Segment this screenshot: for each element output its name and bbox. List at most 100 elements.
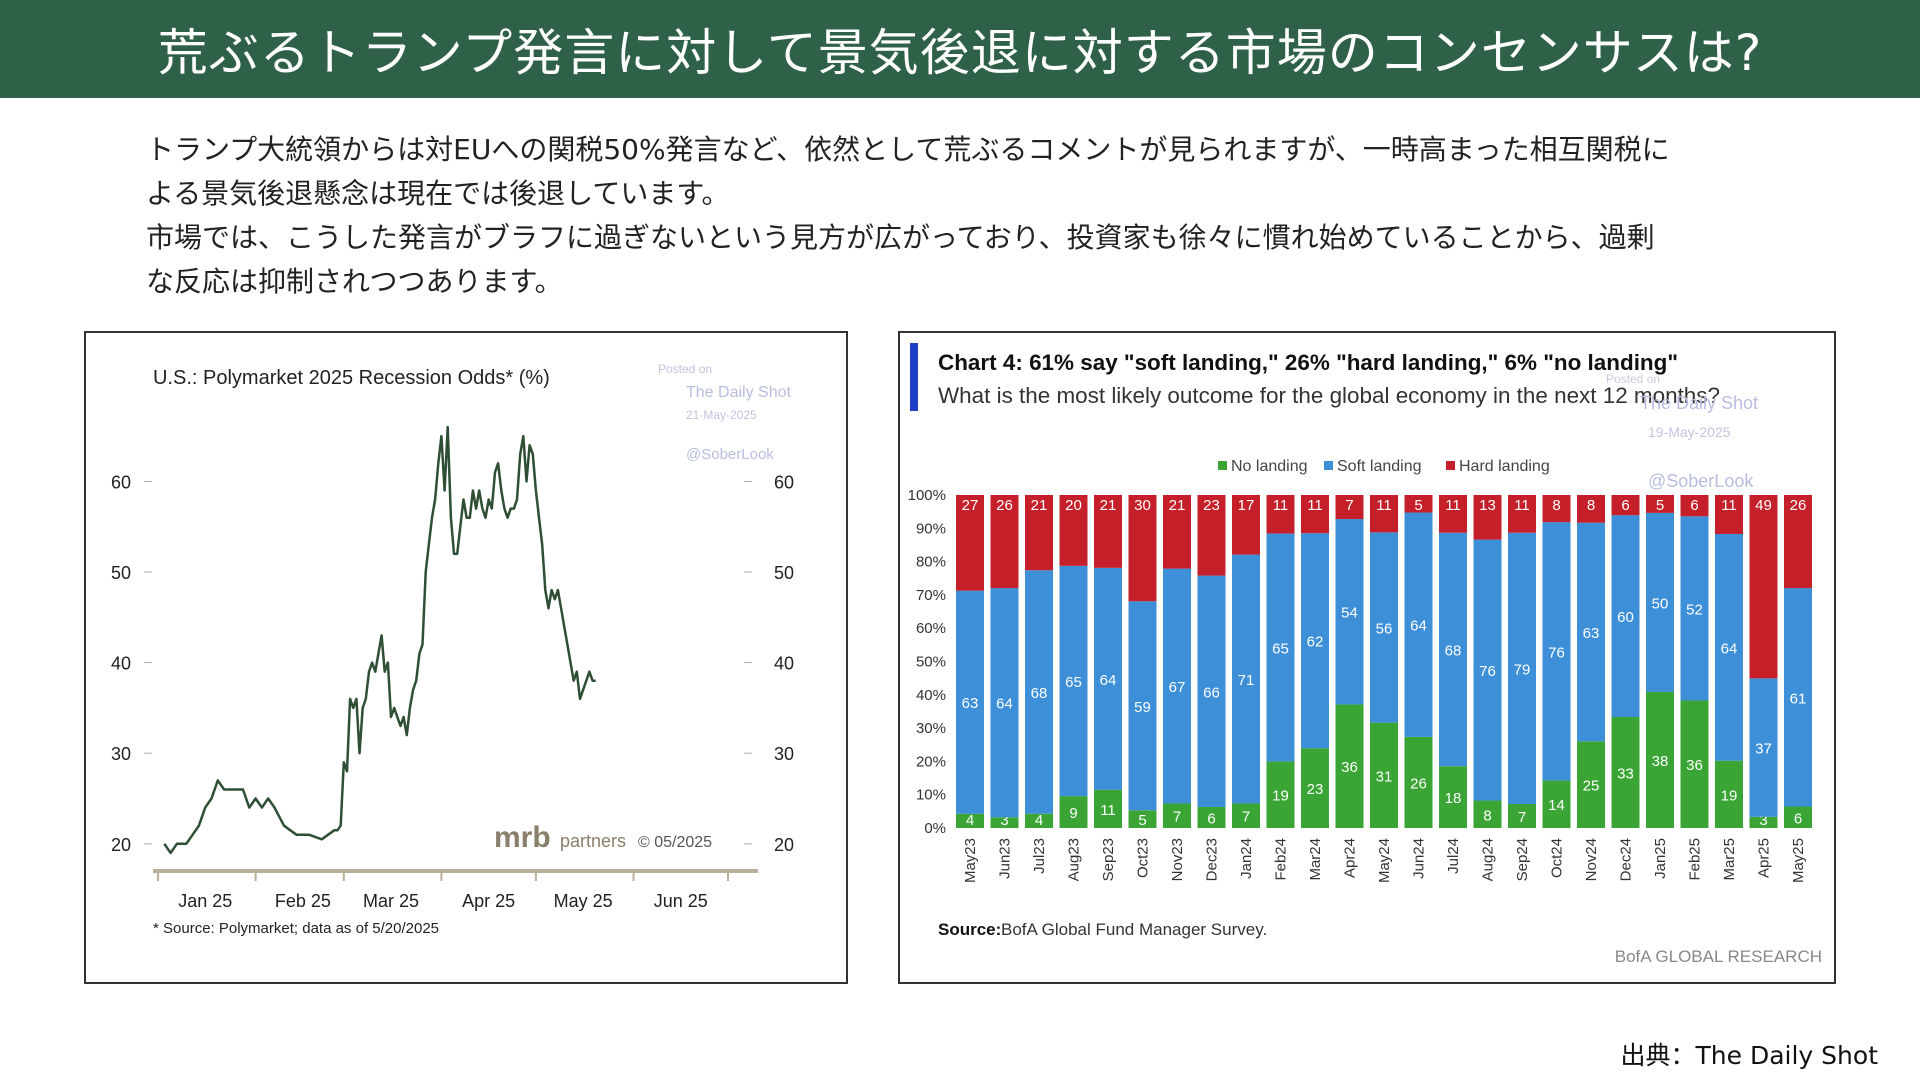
bar-segment (1059, 796, 1088, 828)
landing-chart-legend: No landing Soft landing Hard landing (1218, 458, 1550, 475)
bar-segment (1715, 760, 1743, 828)
bar-value-label: 64 (1100, 672, 1117, 689)
bar-value-label: 21 (1169, 497, 1186, 514)
bar-segment (1128, 601, 1157, 811)
bar-segment (1784, 495, 1812, 589)
bar-value-label: 14 (1548, 797, 1565, 814)
bar-value-label: 9 (1069, 805, 1077, 822)
logo-partners: partners (560, 831, 626, 851)
bar-segment (1439, 532, 1467, 767)
bar-segment (956, 813, 984, 828)
x-tick-label: Jun 25 (654, 891, 708, 911)
bar-value-label: 49 (1755, 497, 1772, 514)
bar-segment (1577, 741, 1605, 828)
bar-segment (1508, 532, 1536, 804)
bar-segment (1232, 554, 1260, 804)
legend-label: Hard landing (1459, 458, 1550, 475)
bar-value-label: 68 (1445, 642, 1462, 659)
watermark-handle: @SoberLook (686, 446, 774, 463)
bar-value-label: 5 (1414, 497, 1422, 514)
bar-segment (1059, 495, 1088, 566)
bar-segment (1335, 495, 1364, 520)
x-tick-label: Jan 25 (178, 891, 232, 911)
bar-value-label: 26 (996, 497, 1013, 514)
x-tick-label: Mar24 (1307, 838, 1324, 881)
bar-value-label: 71 (1238, 672, 1255, 689)
bar-value-label: 64 (1721, 640, 1738, 657)
watermark-date: 21-May-2025 (686, 408, 757, 422)
y-tick-label-left: 20 (111, 835, 131, 855)
bar-segment (1646, 691, 1674, 828)
bar-segment (1059, 565, 1088, 797)
x-tick-label: Sep24 (1514, 838, 1531, 881)
x-tick-label: Dec23 (1204, 838, 1221, 881)
bar-value-label: 5 (1138, 812, 1146, 829)
bar-segment (1611, 495, 1640, 516)
bar-value-label: 5 (1656, 497, 1664, 514)
bar-segment (1163, 495, 1191, 569)
bar-value-label: 13 (1479, 497, 1496, 514)
logo-mrb: mrb (494, 821, 551, 854)
title-accent-bar (910, 343, 918, 411)
x-tick-label: Jul23 (1031, 838, 1048, 874)
y-tick-label: 0% (924, 820, 946, 837)
recession-odds-line (163, 425, 596, 855)
bar-segment (956, 495, 984, 591)
bar-segment (1025, 570, 1053, 814)
bar-value-label: 26 (1790, 497, 1807, 514)
bar-value-label: 31 (1376, 768, 1393, 785)
bar-segment (1646, 495, 1674, 513)
bar-value-label: 4 (966, 812, 974, 829)
bar-value-label: 6 (1794, 810, 1802, 827)
bar-value-label: 7 (1242, 809, 1250, 826)
x-tick-label: Apr24 (1342, 838, 1359, 878)
bar-value-label: 23 (1307, 781, 1324, 798)
bar-value-label: 6 (1621, 497, 1629, 514)
y-tick-label-left: 30 (111, 744, 131, 764)
x-tick-label: Feb25 (1687, 838, 1704, 881)
x-tick-label: May25 (1790, 838, 1807, 883)
bar-segment (1473, 495, 1502, 540)
x-tick-label: Feb24 (1273, 838, 1290, 881)
bar-value-label: 68 (1031, 685, 1048, 702)
bar-value-label: 21 (1031, 497, 1048, 514)
bar-value-label: 3 (1759, 812, 1767, 829)
x-tick-label: Oct24 (1549, 838, 1566, 878)
source-label: Source: (938, 920, 1001, 939)
bar-value-label: 33 (1617, 766, 1634, 783)
bar-value-label: 63 (1583, 625, 1600, 642)
bar-value-label: 56 (1376, 621, 1393, 638)
bar-value-label: 67 (1169, 679, 1186, 696)
bar-segment (1197, 495, 1226, 576)
bar-value-label: 18 (1445, 790, 1462, 807)
source-footer: 出典：The Daily Shot (1620, 1041, 1878, 1070)
bar-segment (1025, 813, 1053, 828)
bar-value-label: 25 (1583, 778, 1600, 795)
logo-copyright: © 05/2025 (638, 834, 712, 851)
bar-segment (1715, 495, 1743, 534)
bar-segment (1680, 700, 1709, 828)
y-tick-label: 50% (916, 654, 946, 671)
bar-segment (1646, 512, 1674, 692)
bar-value-label: 65 (1065, 674, 1082, 691)
mrb-partners-logo: mrb partners © 05/2025 (494, 821, 712, 854)
bar-segment (1335, 704, 1364, 828)
bar-segment (1749, 495, 1778, 679)
landing-chart-title: Chart 4: 61% say "soft landing," 26% "ha… (938, 350, 1678, 375)
bar-segment (1163, 803, 1191, 828)
y-tick-label: 100% (908, 487, 946, 504)
bar-segment (1404, 495, 1433, 513)
y-tick-label: 20% (916, 753, 946, 770)
bar-value-label: 54 (1341, 605, 1358, 622)
bar-value-label: 3 (1000, 812, 1008, 829)
bar-value-label: 64 (1410, 618, 1427, 635)
intro-line-3: 市場では、こうした発言がブラフに過ぎないという見方が広がっており、投資家も徐々に… (146, 221, 1655, 254)
bar-segment (1404, 512, 1433, 737)
bar-segment (1370, 722, 1398, 828)
landing-survey-chart-panel: Chart 4: 61% say "soft landing," 26% "ha… (898, 331, 1836, 984)
y-tick-label: 10% (916, 787, 946, 804)
bar-segment (1128, 495, 1157, 602)
bar-value-label: 79 (1514, 661, 1531, 678)
bar-value-label: 11 (1273, 497, 1289, 514)
bar-value-label: 7 (1173, 809, 1181, 826)
